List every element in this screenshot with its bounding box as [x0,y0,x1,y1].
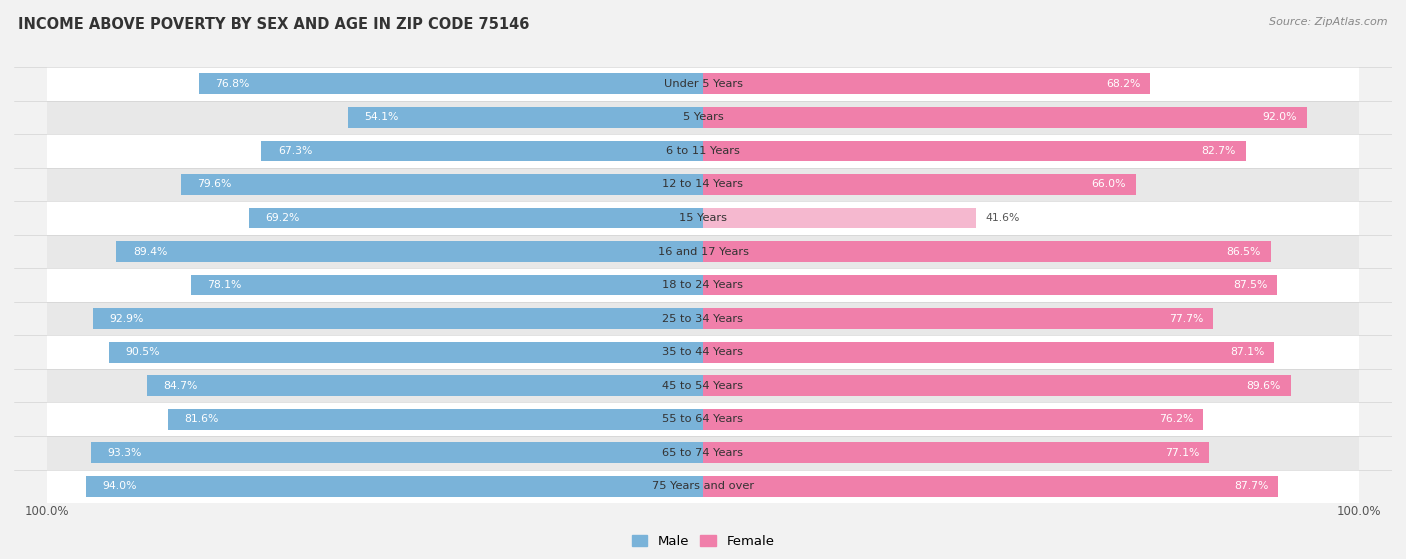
Bar [703,476,1278,497]
Text: 77.7%: 77.7% [1168,314,1204,324]
Bar [46,470,1360,503]
Text: 87.1%: 87.1% [1230,347,1264,357]
Bar [703,140,1246,162]
Bar [703,174,1136,195]
Bar [703,375,1291,396]
Bar [703,241,1271,262]
Text: 25 to 34 Years: 25 to 34 Years [662,314,744,324]
Bar [93,308,703,329]
Text: 92.9%: 92.9% [110,314,145,324]
Text: INCOME ABOVE POVERTY BY SEX AND AGE IN ZIP CODE 75146: INCOME ABOVE POVERTY BY SEX AND AGE IN Z… [18,17,530,32]
Bar [262,140,703,162]
Text: 76.8%: 76.8% [215,79,250,89]
Bar [167,409,703,430]
Bar [148,375,703,396]
Text: 94.0%: 94.0% [103,481,138,491]
Text: 16 and 17 Years: 16 and 17 Years [658,247,748,257]
Text: 100.0%: 100.0% [1337,505,1381,518]
Bar [703,207,976,229]
Text: 5 Years: 5 Years [683,112,723,122]
Text: 100.0%: 100.0% [25,505,69,518]
Bar [349,107,703,128]
Bar [191,274,703,296]
Text: 76.2%: 76.2% [1159,414,1194,424]
Text: 79.6%: 79.6% [197,179,232,190]
Text: 66.0%: 66.0% [1091,179,1126,190]
Text: Under 5 Years: Under 5 Years [664,79,742,89]
Text: 93.3%: 93.3% [107,448,142,458]
Text: 41.6%: 41.6% [986,213,1021,223]
Text: 18 to 24 Years: 18 to 24 Years [662,280,744,290]
Bar [91,442,703,463]
Text: 45 to 54 Years: 45 to 54 Years [662,381,744,391]
Text: Source: ZipAtlas.com: Source: ZipAtlas.com [1270,17,1388,27]
Text: 69.2%: 69.2% [266,213,299,223]
Legend: Male, Female: Male, Female [626,529,780,553]
Bar [46,436,1360,470]
Bar [249,207,703,229]
Bar [181,174,703,195]
Text: 12 to 14 Years: 12 to 14 Years [662,179,744,190]
Text: 54.1%: 54.1% [364,112,399,122]
Bar [46,369,1360,402]
Bar [86,476,703,497]
Bar [200,73,703,94]
Text: 90.5%: 90.5% [125,347,160,357]
Text: 15 Years: 15 Years [679,213,727,223]
Text: 35 to 44 Years: 35 to 44 Years [662,347,744,357]
Text: 68.2%: 68.2% [1107,79,1140,89]
Bar [46,101,1360,134]
Text: 89.6%: 89.6% [1247,381,1281,391]
Bar [46,134,1360,168]
Bar [703,274,1277,296]
Bar [46,302,1360,335]
Text: 6 to 11 Years: 6 to 11 Years [666,146,740,156]
Bar [46,201,1360,235]
Text: 75 Years and over: 75 Years and over [652,481,754,491]
Text: 87.5%: 87.5% [1233,280,1267,290]
Text: 92.0%: 92.0% [1263,112,1296,122]
Bar [703,409,1204,430]
Text: 77.1%: 77.1% [1164,448,1199,458]
Text: 81.6%: 81.6% [184,414,218,424]
Bar [46,335,1360,369]
Bar [703,308,1213,329]
Text: 55 to 64 Years: 55 to 64 Years [662,414,744,424]
Text: 82.7%: 82.7% [1201,146,1236,156]
Bar [117,241,703,262]
Bar [46,67,1360,101]
Bar [46,168,1360,201]
Bar [703,342,1274,363]
Bar [46,268,1360,302]
Bar [703,73,1150,94]
Bar [703,442,1209,463]
Text: 86.5%: 86.5% [1226,247,1261,257]
Text: 84.7%: 84.7% [163,381,198,391]
Text: 67.3%: 67.3% [278,146,312,156]
Bar [703,107,1306,128]
Text: 65 to 74 Years: 65 to 74 Years [662,448,744,458]
Bar [46,235,1360,268]
Bar [46,402,1360,436]
Text: 78.1%: 78.1% [207,280,242,290]
Text: 87.7%: 87.7% [1234,481,1268,491]
Bar [110,342,703,363]
Text: 89.4%: 89.4% [132,247,167,257]
